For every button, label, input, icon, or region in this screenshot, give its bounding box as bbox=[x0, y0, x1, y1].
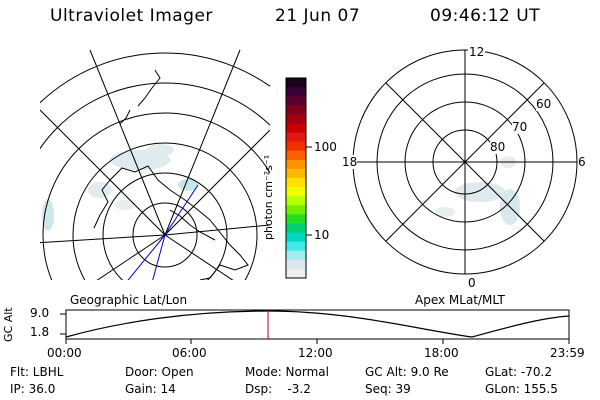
colorbar-stripe bbox=[286, 114, 306, 124]
colorbar-stripe bbox=[286, 132, 306, 143]
gc-alt-readout: GC Alt: 9.0 Re bbox=[365, 365, 449, 379]
gc-altitude-curve bbox=[65, 310, 570, 338]
dsp-readout: Dsp: -3.2 bbox=[245, 382, 311, 396]
mlt-label-0: 0 bbox=[468, 276, 476, 290]
colorbar-stripe bbox=[286, 168, 306, 179]
colorbar-stripe bbox=[286, 241, 306, 252]
geographic-map bbox=[40, 49, 270, 280]
aurora-oval-dusk bbox=[455, 182, 505, 202]
colorbar-stripe bbox=[286, 196, 306, 206]
colorbar-tick-100: 100 bbox=[314, 140, 337, 154]
mlat-label-60: 60 bbox=[536, 97, 552, 111]
colorbar-stripe bbox=[286, 150, 306, 161]
timeline-tick-0000: 00:00 bbox=[47, 346, 82, 360]
colorbar-unit-label: photon cm⁻²s⁻¹ bbox=[262, 155, 275, 240]
colorbar-stripe bbox=[286, 223, 306, 234]
timeline-tick-1800: 18:00 bbox=[424, 346, 459, 360]
orbit-timeline: GC Alt bbox=[2, 307, 570, 344]
colorbar-stripe bbox=[286, 259, 306, 270]
apex-polar-plot bbox=[352, 49, 578, 275]
timeline-ylabel: GC Alt bbox=[2, 307, 15, 342]
aurora-emission bbox=[42, 144, 198, 231]
mlat-label-70: 70 bbox=[512, 120, 528, 134]
timeline-ymax: 9.0 bbox=[30, 306, 50, 320]
gain-readout: Gain: 14 bbox=[125, 382, 176, 396]
mlt-label-6: 6 bbox=[578, 155, 586, 169]
image-time: 09:46:12 UT bbox=[430, 6, 541, 26]
colorbar-stripe bbox=[286, 268, 306, 279]
instrument-title: Ultraviolet Imager bbox=[50, 6, 213, 26]
colorbar-stripe bbox=[286, 250, 306, 261]
colorbar-stripe bbox=[286, 232, 306, 243]
filter-readout: Flt: LBHL bbox=[10, 365, 64, 379]
colorbar-stripe bbox=[286, 159, 306, 170]
colorbar-stripe bbox=[286, 78, 306, 88]
colorbar-stripe bbox=[286, 87, 306, 97]
colorbar-stripe bbox=[286, 178, 306, 188]
colorbar-stripe bbox=[286, 187, 306, 197]
glon-readout: GLon: 155.5 bbox=[485, 382, 558, 396]
glat-readout: GLat: -70.2 bbox=[485, 365, 552, 379]
image-date: 21 Jun 07 bbox=[275, 6, 361, 26]
ip-readout: IP: 36.0 bbox=[10, 382, 56, 396]
colorbar-stripe bbox=[286, 123, 306, 134]
colorbar-stripe bbox=[286, 105, 306, 115]
colorbar-stripe bbox=[286, 96, 306, 106]
geo-plot-title: Geographic Lat/Lon bbox=[70, 293, 188, 307]
color-scale: photon cm⁻²s⁻¹ bbox=[262, 77, 312, 279]
mlt-label-12: 12 bbox=[468, 45, 486, 59]
timeline-tick-1200: 12:00 bbox=[298, 346, 333, 360]
door-readout: Door: Open bbox=[125, 365, 194, 379]
mlt-label-18: 18 bbox=[342, 155, 358, 169]
timeline-tick-2359: 23:59 bbox=[550, 346, 585, 360]
colorbar-tick-10: 10 bbox=[314, 228, 330, 242]
timeline-tick-0600: 06:00 bbox=[172, 346, 207, 360]
mode-readout: Mode: Normal bbox=[245, 365, 329, 379]
timeline-ymin: 1.8 bbox=[30, 325, 50, 339]
colorbar-stripes bbox=[286, 78, 306, 279]
colorbar-stripe bbox=[286, 214, 306, 224]
seq-readout: Seq: 39 bbox=[365, 382, 411, 396]
mlat-label-80: 80 bbox=[490, 140, 506, 154]
apex-plot-title: Apex MLat/MLT bbox=[415, 293, 505, 307]
colorbar-stripe bbox=[286, 205, 306, 215]
colorbar-stripe bbox=[286, 141, 306, 152]
